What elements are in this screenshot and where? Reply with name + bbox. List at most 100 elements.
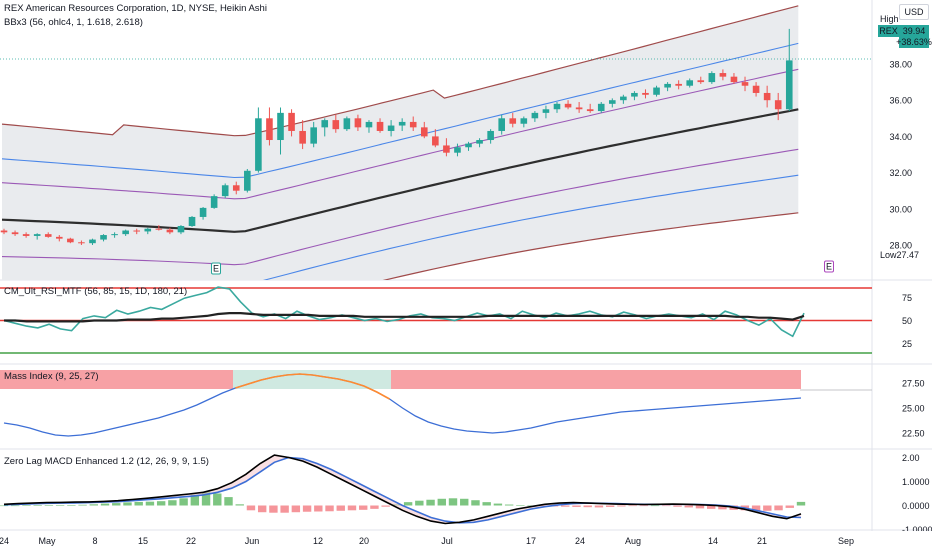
candle-body[interactable] xyxy=(498,118,505,131)
macd-axis-tick: 2.00 xyxy=(902,453,920,463)
mass-index-line[interactable] xyxy=(3,373,802,437)
time-axis-label: May xyxy=(38,536,56,546)
candle-body[interactable] xyxy=(697,80,705,83)
candle-body[interactable] xyxy=(244,170,251,191)
candle-body[interactable] xyxy=(166,229,174,233)
candle-body[interactable] xyxy=(763,92,771,101)
candle-body[interactable] xyxy=(774,100,782,110)
symbol-badge[interactable] xyxy=(878,25,899,37)
candle-body[interactable] xyxy=(564,103,572,108)
candle-body[interactable] xyxy=(44,234,52,237)
candle-body[interactable] xyxy=(122,230,129,235)
candle-body[interactable] xyxy=(531,112,539,119)
macd-line[interactable] xyxy=(3,454,802,525)
candle-body[interactable] xyxy=(177,225,185,233)
candle-body[interactable] xyxy=(144,228,152,232)
candle-body[interactable] xyxy=(387,125,395,131)
macd-signal-line[interactable] xyxy=(3,456,802,524)
candle-body[interactable] xyxy=(221,185,229,197)
rsi-axis-tick: 75 xyxy=(902,293,912,303)
candle-body[interactable] xyxy=(597,103,605,112)
candle-body[interactable] xyxy=(686,80,694,86)
candle-body[interactable] xyxy=(67,238,74,243)
candle-body[interactable] xyxy=(155,228,163,230)
candle-body[interactable] xyxy=(199,207,207,217)
candle-body[interactable] xyxy=(620,96,627,101)
macd-pane-title[interactable]: Zero Lag MACD Enhanced 1.2 (12, 26, 9, 9… xyxy=(4,456,209,467)
candle-body[interactable] xyxy=(89,239,96,244)
candle-body[interactable] xyxy=(509,118,517,124)
candle-body[interactable] xyxy=(332,120,340,130)
candle-body[interactable] xyxy=(78,242,85,244)
candle-body[interactable] xyxy=(487,130,494,141)
candle-body[interactable] xyxy=(708,73,716,83)
candle-body[interactable] xyxy=(266,118,273,141)
candle-body[interactable] xyxy=(575,107,583,110)
candle-body[interactable] xyxy=(343,118,351,130)
candle-body[interactable] xyxy=(0,230,8,233)
candle-body[interactable] xyxy=(741,82,749,86)
candle-body[interactable] xyxy=(409,121,417,128)
candle-body[interactable] xyxy=(553,103,561,110)
candle-body[interactable] xyxy=(22,234,30,236)
candle-body[interactable] xyxy=(520,118,528,124)
candle-body[interactable] xyxy=(232,185,240,191)
rsi-signal-line[interactable] xyxy=(4,312,805,323)
candle-body[interactable] xyxy=(11,232,19,235)
candle-body[interactable] xyxy=(398,121,406,126)
candle-body[interactable] xyxy=(33,234,41,236)
candle-body[interactable] xyxy=(642,92,649,95)
candle-body[interactable] xyxy=(321,120,329,128)
candle-body[interactable] xyxy=(785,60,793,110)
candle-body[interactable] xyxy=(476,140,483,144)
outer-lower-band xyxy=(382,212,799,280)
candle-body[interactable] xyxy=(454,147,461,153)
candle-body[interactable] xyxy=(310,127,317,144)
candle-body[interactable] xyxy=(354,118,362,128)
candle-body[interactable] xyxy=(420,127,428,137)
candle-body[interactable] xyxy=(210,196,218,208)
currency-button[interactable]: USD xyxy=(899,4,929,20)
candle-body[interactable] xyxy=(631,92,638,97)
candle-body[interactable] xyxy=(542,109,550,113)
candle-body[interactable] xyxy=(133,230,141,232)
candle-body[interactable] xyxy=(719,73,727,77)
candle-body[interactable] xyxy=(56,236,63,239)
macd-histogram-bar xyxy=(89,504,99,506)
candle-body[interactable] xyxy=(586,109,594,112)
time-axis-label: 17 xyxy=(526,536,536,546)
candle-body[interactable] xyxy=(188,216,196,226)
price-pane[interactable] xyxy=(0,5,872,317)
candle-body[interactable] xyxy=(277,112,284,141)
candle-body[interactable] xyxy=(675,83,682,86)
rsi-pane-title[interactable]: CM_Ult_RSI_MTF (56, 85, 15, 1D, 180, 21) xyxy=(4,286,188,297)
macd-histogram-bar xyxy=(100,503,110,506)
candle-body[interactable] xyxy=(299,130,306,144)
candle-body[interactable] xyxy=(376,121,384,131)
candle-body[interactable] xyxy=(365,121,373,128)
bbx3-indicator-title[interactable]: BBx3 (56, ohlc4, 1, 1.618, 2.618) xyxy=(4,17,143,28)
time-axis-label: Sep xyxy=(838,536,854,546)
candle-body[interactable] xyxy=(432,136,439,146)
candle-body[interactable] xyxy=(465,143,472,148)
candle-body[interactable] xyxy=(100,235,107,240)
earnings-marker[interactable] xyxy=(211,262,221,275)
price-axis-tick: 30.00 xyxy=(889,204,912,214)
candle-body[interactable] xyxy=(609,100,616,104)
candle-body[interactable] xyxy=(255,118,262,171)
macd-axis-tick: 1.0000 xyxy=(902,477,930,487)
candle-body[interactable] xyxy=(443,145,450,153)
candle-body[interactable] xyxy=(653,87,660,95)
macd-histogram-bar xyxy=(201,491,211,506)
candle-body[interactable] xyxy=(111,234,118,236)
low-value: 27.47 xyxy=(896,250,919,260)
candle-body[interactable] xyxy=(664,83,671,88)
candle-body[interactable] xyxy=(288,112,295,131)
last-price-badge[interactable] xyxy=(899,25,929,48)
mass-index-pane-title[interactable]: Mass Index (9, 25, 27) xyxy=(4,371,99,382)
earnings-marker-upcoming[interactable] xyxy=(824,260,834,273)
inner-upper-band xyxy=(1,68,799,200)
candle-body[interactable] xyxy=(752,85,760,93)
candle-body[interactable] xyxy=(730,76,738,83)
